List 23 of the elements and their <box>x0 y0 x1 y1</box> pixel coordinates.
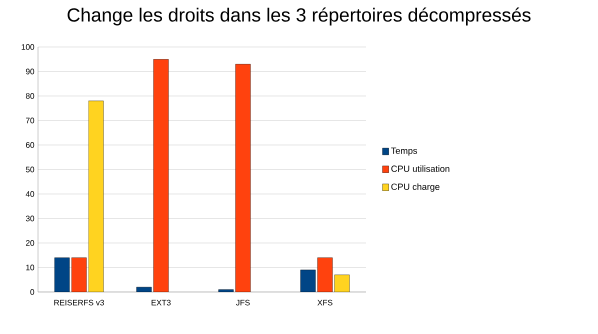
y-tick-label: 50 <box>26 166 34 172</box>
x-tick-label: EXT3 <box>152 300 171 306</box>
x-tick-label: REISERFS v3 <box>54 300 104 306</box>
bar <box>71 258 87 292</box>
legend-label: Temps <box>391 148 418 156</box>
bar <box>317 258 333 292</box>
y-tick-label: 30 <box>26 216 34 222</box>
legend-label: CPU utilisation <box>391 165 450 172</box>
y-tick-label: 40 <box>26 191 34 197</box>
legend-label: CPU charge <box>391 183 440 192</box>
bar <box>153 59 169 292</box>
x-tick-label: JFS <box>236 300 250 306</box>
y-tick-label: 20 <box>26 240 34 246</box>
y-tick-label: 70 <box>26 118 34 124</box>
y-tick-label: 0 <box>30 289 34 295</box>
x-tick-label: XFS <box>317 300 332 306</box>
y-tick-label: 10 <box>26 264 34 270</box>
y-tick-label: 80 <box>26 93 34 99</box>
chart-title: Change les droits dans les 3 répertoires décompressés <box>68 8 531 26</box>
y-tick-label: 60 <box>26 142 34 148</box>
y-tick-label: 90 <box>26 68 34 74</box>
y-tick-label: 100 <box>22 44 34 50</box>
bar <box>235 64 251 292</box>
